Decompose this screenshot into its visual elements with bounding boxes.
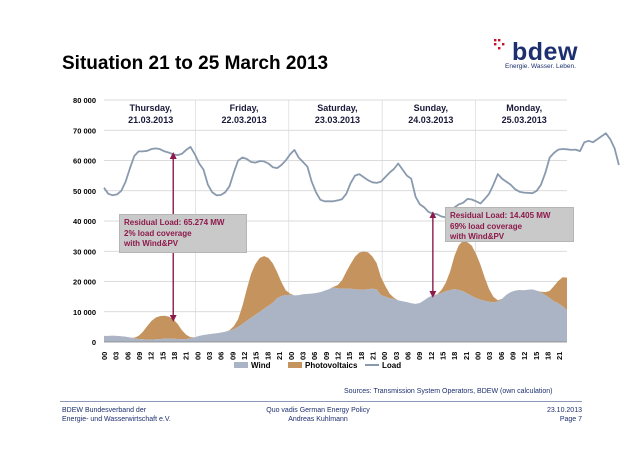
- x-tick-label: 15: [532, 352, 541, 360]
- x-tick-label: 18: [450, 352, 459, 360]
- footer-date-page: 23.10.2013 Page 7: [470, 406, 582, 424]
- footer-line: BDEW Bundesverband der: [62, 407, 147, 414]
- day-label: Saturday,: [317, 103, 357, 113]
- y-tick-label: 10 000: [73, 308, 96, 317]
- y-tick-label: 40 000: [73, 217, 96, 226]
- day-label: 25.03.2013: [502, 115, 547, 125]
- x-tick-label: 12: [520, 352, 529, 360]
- callout-line: 69% load coverage: [450, 221, 523, 231]
- callout-line: with Wind&PV: [450, 232, 505, 241]
- day-label: 22.03.2013: [222, 115, 267, 125]
- x-tick-label: 09: [228, 352, 237, 360]
- x-tick-label: 21: [555, 352, 564, 360]
- x-tick-label: 06: [404, 352, 413, 360]
- x-tick-label: 12: [333, 352, 342, 360]
- x-tick-label: 06: [123, 352, 132, 360]
- x-tick-label: 21: [462, 352, 471, 360]
- day-label: Sunday,: [414, 103, 448, 113]
- legend-label: Photovoltaics: [305, 361, 358, 370]
- x-tick-label: 18: [544, 352, 553, 360]
- bdew-logo-mark-icon: [494, 39, 505, 50]
- footer-line: 23.10.2013: [546, 407, 582, 414]
- x-tick-label: 12: [147, 352, 156, 360]
- x-tick-label: 09: [135, 352, 144, 360]
- callout-line: Residual Load: 65.274 MW: [124, 218, 225, 227]
- load-line: [103, 132, 620, 219]
- wind-area: [104, 287, 567, 342]
- x-tick-label: 06: [217, 352, 226, 360]
- x-tick-label: 03: [298, 352, 307, 360]
- footer-line: Quo vadis German Energy Policy: [266, 407, 370, 414]
- x-tick-label: 18: [170, 352, 179, 360]
- day-label: Friday,: [230, 103, 259, 113]
- x-tick-label: 15: [439, 352, 448, 360]
- x-tick-label: 00: [474, 352, 483, 360]
- x-tick-label: 09: [322, 352, 331, 360]
- callout-line: 2% load coverage: [124, 228, 192, 238]
- y-tick-label: 30 000: [73, 247, 96, 256]
- x-tick-label: 12: [427, 352, 436, 360]
- x-tick-label: 03: [485, 352, 494, 360]
- x-tick-label: 09: [509, 352, 518, 360]
- footer-line: Energie- und Wasserwirtschaft e.V.: [62, 416, 171, 423]
- x-tick-label: 06: [310, 352, 319, 360]
- y-tick-label: 20 000: [73, 278, 96, 287]
- callout-line: with Wind&PV: [124, 239, 179, 248]
- footer-divider: [60, 401, 582, 402]
- legend-swatch: [288, 362, 302, 368]
- x-tick-label: 12: [240, 352, 249, 360]
- y-tick-label: 70 000: [73, 126, 96, 135]
- y-tick-label: 60 000: [73, 157, 96, 166]
- day-label: 24.03.2013: [408, 115, 453, 125]
- x-tick-label: 18: [357, 352, 366, 360]
- day-label: 23.03.2013: [315, 115, 360, 125]
- callout-residual-load-thursday: Residual Load: 65.274 MW 2% load coverag…: [119, 214, 247, 253]
- x-tick-label: 00: [287, 352, 296, 360]
- x-tick-label: 06: [497, 352, 506, 360]
- y-tick-label: 80 000: [73, 96, 96, 105]
- x-tick-label: 03: [112, 352, 121, 360]
- callout-line: Residual Load: 14.405 MW: [450, 211, 551, 220]
- footer-line: Andreas Kuhlmann: [288, 416, 348, 423]
- source-note: Sources: Transmission System Operators, …: [344, 388, 553, 395]
- x-tick-label: 21: [369, 352, 378, 360]
- x-tick-label: 21: [275, 352, 284, 360]
- footer-organization: BDEW Bundesverband der Energie- und Wass…: [62, 406, 171, 424]
- legend-label: Wind: [251, 361, 271, 370]
- photovoltaics-area: [104, 240, 567, 340]
- day-label: 21.03.2013: [128, 115, 173, 125]
- footer-line: Page 7: [559, 416, 582, 423]
- day-label: Monday,: [506, 103, 542, 113]
- x-tick-label: 03: [392, 352, 401, 360]
- y-tick-label: 0: [92, 338, 96, 347]
- legend-swatch: [234, 362, 248, 368]
- slide-title: Situation 21 to 25 March 2013: [62, 53, 329, 74]
- bdew-logo-tagline: Energie. Wasser. Leben.: [505, 63, 576, 70]
- x-tick-label: 00: [100, 352, 109, 360]
- x-tick-label: 00: [193, 352, 202, 360]
- x-tick-label: 03: [205, 352, 214, 360]
- x-tick-label: 15: [252, 352, 261, 360]
- x-tick-label: 21: [182, 352, 191, 360]
- bdew-logo-wordmark: bdew: [512, 38, 578, 66]
- x-tick-label: 15: [345, 352, 354, 360]
- x-tick-label: 00: [380, 352, 389, 360]
- y-tick-label: 50 000: [73, 187, 96, 196]
- legend-label: Load: [382, 361, 401, 370]
- day-label: Thursday,: [130, 103, 172, 113]
- callout-residual-load-sunday: Residual Load: 14.405 MW 69% load covera…: [445, 207, 574, 242]
- footer-presentation: Quo vadis German Energy Policy Andreas K…: [238, 406, 398, 424]
- x-tick-label: 18: [263, 352, 272, 360]
- x-tick-label: 15: [158, 352, 167, 360]
- x-tick-label: 09: [415, 352, 424, 360]
